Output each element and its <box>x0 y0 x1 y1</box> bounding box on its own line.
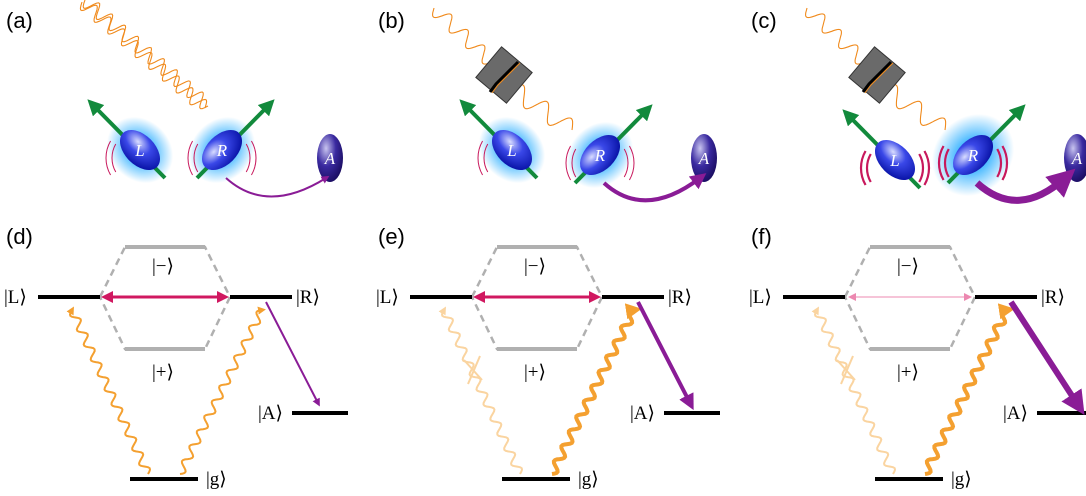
decay-arrow <box>638 302 690 403</box>
panel: (e) |L⟩ |R⟩ |−⟩ |+⟩ |A⟩ |g⟩ <box>376 224 720 490</box>
panel: (a) L R A <box>6 0 343 197</box>
blocked <box>464 356 482 384</box>
excitation-wave <box>180 310 262 474</box>
state-label: |A⟩ <box>258 403 283 424</box>
vibration-arc <box>861 151 866 185</box>
decay-arrow <box>266 302 318 403</box>
atom-label: A <box>1071 149 1083 168</box>
panel-label: (a) <box>6 8 33 33</box>
panel-label: (b) <box>378 8 405 33</box>
atom-label: R <box>216 141 228 160</box>
state-label: |g⟩ <box>206 469 227 490</box>
state-label: |−⟩ <box>152 256 174 277</box>
blocked <box>837 356 855 384</box>
vibration-arc <box>919 154 923 182</box>
atom-label: A <box>324 149 336 168</box>
state-label: |A⟩ <box>1003 403 1028 424</box>
panel-label: (e) <box>378 224 405 249</box>
state-label: |A⟩ <box>630 403 655 424</box>
state-label: |R⟩ <box>1041 287 1065 308</box>
atom-label: L <box>134 141 144 160</box>
vibration-arc <box>867 154 871 182</box>
figure: (a)LRA(b)LRA(c)LRA(d)|L⟩|R⟩|−⟩|+⟩|A⟩|g⟩(… <box>0 0 1086 496</box>
atom-label: L <box>889 151 899 170</box>
panel-label: (d) <box>6 224 33 249</box>
state-label: |g⟩ <box>578 469 599 490</box>
state-label: |+⟩ <box>152 362 174 383</box>
transfer-arrow <box>226 178 326 197</box>
panel-label: (f) <box>751 224 772 249</box>
state-label: |+⟩ <box>897 362 919 383</box>
excitation-wave <box>442 310 522 474</box>
state-label: |−⟩ <box>524 256 546 277</box>
panel: (f) |L⟩ |R⟩ |−⟩ |+⟩ |A⟩ |g⟩ <box>749 224 1086 490</box>
state-label: |g⟩ <box>951 469 972 490</box>
state-label: |R⟩ <box>668 287 692 308</box>
excitation-wave <box>815 310 895 474</box>
state-label: |L⟩ <box>749 287 772 308</box>
atom-label: R <box>594 146 606 165</box>
panel: (b) L R A <box>378 8 717 202</box>
state-label: |+⟩ <box>524 362 546 383</box>
atom-label: L <box>506 141 516 160</box>
state-label: |L⟩ <box>376 287 399 308</box>
atom-label: R <box>967 146 979 165</box>
panel: (d) |L⟩ |R⟩ |−⟩ |+⟩ |A⟩ |g⟩ <box>4 224 348 490</box>
atom-label: A <box>698 149 710 168</box>
vibration-arc <box>924 151 929 185</box>
excitation-wave <box>552 310 634 474</box>
panel: (c) L R A <box>751 8 1086 213</box>
state-label: |−⟩ <box>897 256 919 277</box>
state-label: |L⟩ <box>4 287 27 308</box>
excitation-wave <box>925 310 1007 474</box>
state-label: |R⟩ <box>296 287 320 308</box>
excitation-wave <box>70 310 150 474</box>
panel-label: (c) <box>751 8 777 33</box>
decay-arrow <box>1011 302 1078 405</box>
transfer-arrow <box>604 178 700 200</box>
